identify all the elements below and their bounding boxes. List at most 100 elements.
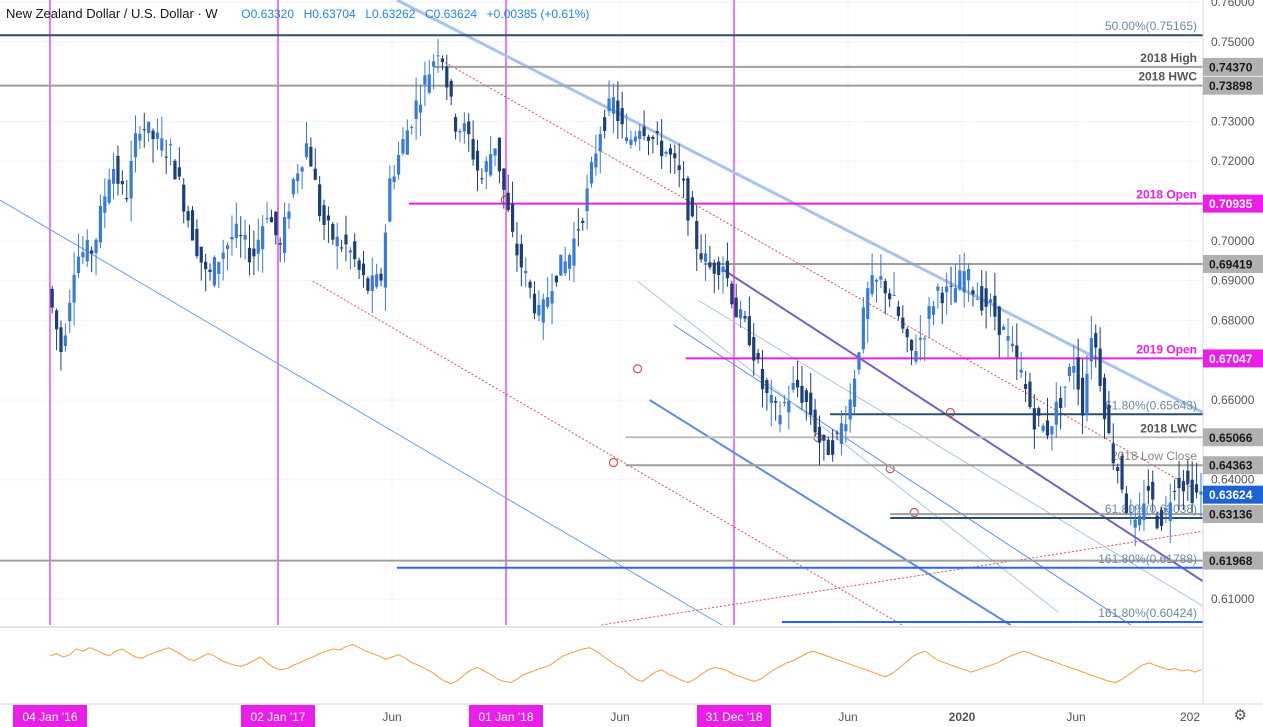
candle-body xyxy=(603,117,607,131)
candle-body xyxy=(730,283,734,305)
candle-body xyxy=(629,139,633,145)
candle-body xyxy=(1054,401,1058,425)
level-label: 2018 Low Close xyxy=(1111,449,1197,463)
candle-body xyxy=(743,316,747,319)
candle-body xyxy=(68,302,72,322)
candle-body xyxy=(1116,467,1120,471)
level-price-tag-text: 0.63136 xyxy=(1209,508,1253,522)
candle-body xyxy=(309,146,313,167)
channel-dashed-rising xyxy=(601,530,1204,626)
channel-upper-line xyxy=(396,0,1204,414)
candle-body xyxy=(366,278,370,291)
gear-icon[interactable]: ⚙ xyxy=(1233,707,1247,724)
candle-body xyxy=(778,415,782,425)
candle-body xyxy=(646,136,651,141)
candle-body xyxy=(1102,377,1107,420)
candle-body xyxy=(888,293,892,300)
price-tick-label: 0.68000 xyxy=(1211,313,1255,327)
time-axis-bg xyxy=(0,704,1263,727)
candle-body xyxy=(1015,345,1019,358)
candle-body xyxy=(1085,373,1089,415)
candle-body xyxy=(151,130,155,140)
candle-body xyxy=(817,426,822,443)
channel-dashed-lower xyxy=(312,280,903,626)
candle-body xyxy=(1133,519,1137,528)
candle-body xyxy=(107,179,111,203)
candle-body xyxy=(401,139,405,154)
price-tick-label: 0.72000 xyxy=(1211,154,1255,168)
candle-body xyxy=(975,299,979,301)
candle-body xyxy=(1002,326,1006,330)
candle-body xyxy=(563,261,567,274)
candle-body xyxy=(515,243,519,256)
candle-body xyxy=(712,262,716,274)
time-label: 04 Jan '16 xyxy=(22,710,77,724)
pivot-marker xyxy=(945,407,955,418)
candle-body xyxy=(1137,515,1142,526)
price-tick-label: 0.69000 xyxy=(1211,274,1255,288)
candle-body xyxy=(725,260,730,279)
candle-body xyxy=(1010,343,1015,347)
candle-body xyxy=(230,236,234,240)
candle-body xyxy=(909,339,914,351)
candle-body xyxy=(686,178,690,221)
candle-body xyxy=(993,295,997,317)
level-price-tag xyxy=(1203,505,1263,524)
candle-body xyxy=(519,243,523,268)
candle-body xyxy=(550,291,554,304)
last-price-tag xyxy=(1203,485,1263,504)
candle-body xyxy=(1028,381,1032,408)
candle-body xyxy=(217,262,221,274)
candle-body xyxy=(541,299,545,323)
candle-body xyxy=(677,165,681,171)
candle-body xyxy=(414,100,418,119)
candle-body xyxy=(195,228,199,257)
candle-body xyxy=(734,297,738,318)
candle-body xyxy=(717,261,721,275)
candle-body xyxy=(304,143,309,158)
candle-body xyxy=(471,139,475,160)
candle-body xyxy=(94,239,98,254)
candle-body xyxy=(291,179,295,195)
candle-body xyxy=(322,205,326,225)
candle-body xyxy=(572,238,576,266)
candle-body xyxy=(1111,443,1115,464)
candle-body xyxy=(234,223,238,238)
candle-body xyxy=(1120,455,1124,490)
candle-body xyxy=(804,390,808,402)
candle-body xyxy=(326,215,331,221)
candle-body xyxy=(914,351,918,362)
candle-body xyxy=(502,168,506,190)
candle-body xyxy=(331,223,335,240)
ohlc-high: H0.63704 xyxy=(303,7,356,21)
candle-body xyxy=(418,104,423,113)
candle-body xyxy=(278,243,282,245)
candle-body xyxy=(966,268,971,281)
candle-body xyxy=(111,168,116,184)
candle-body xyxy=(410,126,414,128)
price-tick-label: 0.61000 xyxy=(1211,592,1255,606)
candle-body xyxy=(177,167,181,177)
candle-body xyxy=(204,261,208,270)
candle-body xyxy=(475,150,480,171)
candle-body xyxy=(142,129,146,131)
ohlc-open: O0.63320 xyxy=(241,7,295,21)
candle-body xyxy=(585,188,589,212)
candle-body xyxy=(532,293,537,314)
candle-body xyxy=(813,409,817,433)
time-label-highlight xyxy=(13,705,87,727)
candle-body xyxy=(427,74,431,93)
candle-body xyxy=(344,234,348,245)
candle-body xyxy=(265,218,269,220)
candle-body xyxy=(984,288,988,307)
candle-body xyxy=(1032,408,1036,430)
candle-body xyxy=(225,245,230,250)
level-label: 2018 Open xyxy=(1136,188,1197,202)
candle-body xyxy=(125,197,129,200)
pivot-marker xyxy=(909,507,919,518)
candle-body xyxy=(120,181,124,185)
candle-body xyxy=(221,252,225,259)
candle-body xyxy=(467,121,471,135)
candle-body xyxy=(1155,515,1159,529)
